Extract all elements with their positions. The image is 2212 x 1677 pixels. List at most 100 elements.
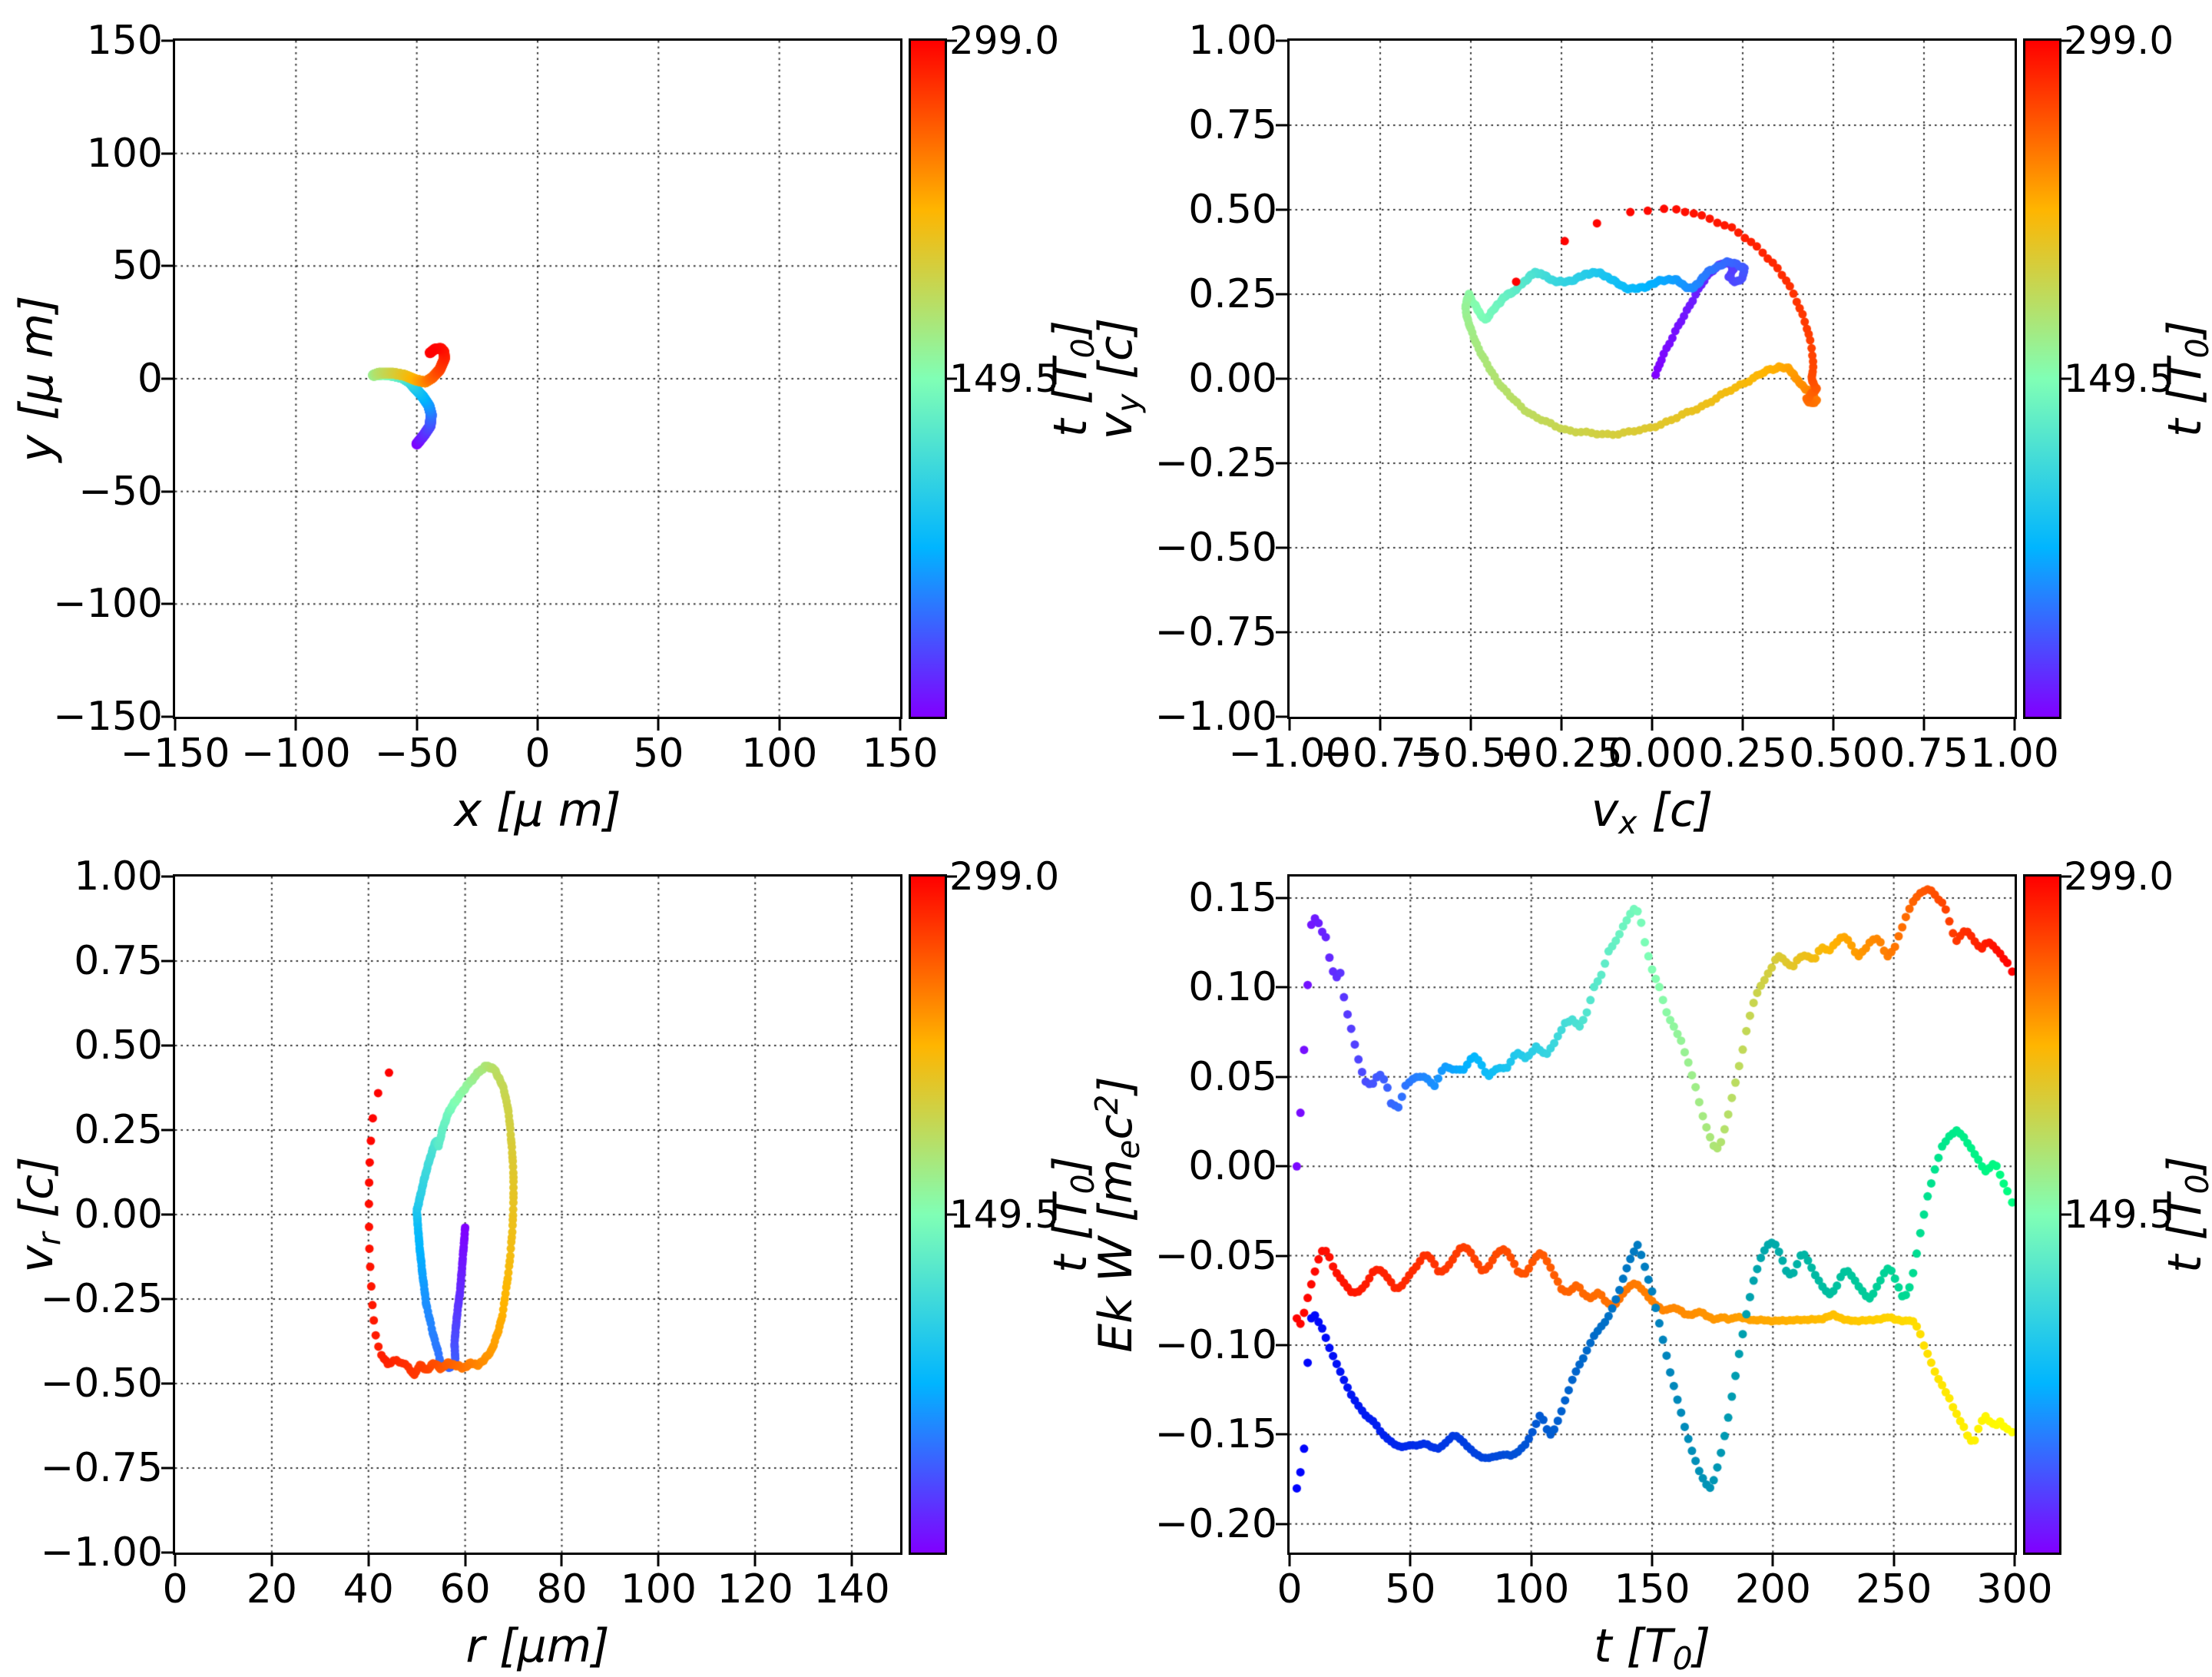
y-tick-label: 0.15 (1188, 874, 1277, 921)
x-tick-label: 20 (246, 1566, 297, 1612)
x-tick-label: 40 (343, 1566, 394, 1612)
y-tick-mark (1276, 124, 1287, 127)
x-tick-label: 100 (741, 731, 818, 777)
y-tick-mark (161, 1128, 173, 1132)
y-tick-label: 0.10 (1188, 964, 1277, 1011)
x-tick-mark (1379, 719, 1382, 731)
y-tick-label: −0.25 (40, 1276, 163, 1322)
y-tick-mark (1276, 208, 1287, 211)
y-tick-mark (161, 602, 173, 605)
panel-xy: −150 −100 −50 0 50 100 150 −150 −100 −50 0 50 100 15… (10, 21, 1101, 834)
x-tick-label: 0 (162, 1566, 188, 1612)
x-tick-mark (1922, 719, 1926, 731)
colorbar-tick-label: 149.5 (2064, 356, 2174, 401)
x-axis-label-energy: t [T0] (1593, 1619, 1711, 1677)
y-tick-mark (1276, 1254, 1287, 1258)
y-tick-mark (1276, 986, 1287, 989)
colorbar-tick-label: 149.5 (949, 356, 1060, 401)
y-tick-mark (1276, 1433, 1287, 1436)
colorbar-energy (2023, 874, 2061, 1555)
x-tick-label: 100 (620, 1566, 697, 1612)
x-axis-label-vxvy: vx [c] (1591, 784, 1714, 842)
x-tick-label: 250 (1856, 1566, 1932, 1612)
x-tick-label: 120 (717, 1566, 793, 1612)
x-tick-label: 80 (536, 1566, 588, 1612)
colorbar-tick-mark (2061, 1213, 2071, 1216)
panel-rvr: 0 20 40 60 80 100 120 140 −1.00 −0.75 −0.50 −0.25 0… (10, 857, 1101, 1669)
x-tick-label: −100 (240, 731, 351, 777)
y-tick-label: 0.00 (74, 1191, 163, 1238)
y-tick-label: −0.50 (40, 1360, 163, 1407)
y-tick-mark (1276, 39, 1287, 42)
x-tick-mark (1771, 1555, 1774, 1566)
x-tick-label: 0.25 (1698, 731, 1787, 777)
y-tick-mark (161, 1213, 173, 1216)
y-tick-label: 0.75 (1188, 102, 1277, 148)
x-tick-label: 0.75 (1879, 731, 1969, 777)
y-tick-label: 1.00 (1188, 18, 1277, 64)
x-tick-mark (536, 719, 539, 731)
x-tick-label: 0.00 (1608, 731, 1697, 777)
colorbar-tick-mark (947, 1213, 957, 1216)
y-tick-mark (1276, 377, 1287, 380)
x-axis-label-xy: x [μ m] (454, 784, 621, 837)
x-tick-mark (1409, 1555, 1412, 1566)
colorbar-tick-mark (2061, 875, 2071, 878)
plot-area-rvr (175, 877, 900, 1553)
x-tick-label: −0.75 (1319, 731, 1442, 777)
x-tick-mark (2013, 1555, 2016, 1566)
y-tick-label: 50 (111, 243, 163, 290)
y-tick-mark (161, 1551, 173, 1554)
x-tick-mark (1832, 719, 1835, 731)
plot-area-energy (1290, 877, 2015, 1553)
y-tick-label: 0.50 (74, 1022, 163, 1069)
y-tick-label: 0.75 (74, 938, 163, 984)
y-tick-label: 100 (86, 130, 163, 177)
y-tick-label: 0 (137, 356, 163, 402)
x-tick-mark (1288, 1555, 1291, 1566)
y-tick-mark (161, 264, 173, 267)
y-tick-mark (161, 1044, 173, 1047)
y-tick-mark (1276, 293, 1287, 296)
x-tick-label: 150 (1614, 1566, 1690, 1612)
plot-area-vxvy (1290, 41, 2015, 717)
y-tick-label: 150 (86, 18, 163, 64)
y-tick-mark (1276, 1523, 1287, 1526)
x-tick-mark (270, 1555, 273, 1566)
y-tick-mark (1276, 896, 1287, 900)
x-tick-mark (174, 719, 177, 731)
colorbar-gradient (2025, 41, 2059, 717)
panel-vxvy: −1.00 −0.75 −0.50 −0.25 0.00 0.25 0.50 0.75 1.00… (1089, 21, 2212, 839)
y-tick-mark (1276, 1344, 1287, 1347)
y-tick-label: 0.25 (74, 1107, 163, 1153)
y-tick-label: 0.00 (1188, 356, 1277, 402)
colorbar-gradient (911, 877, 945, 1553)
y-tick-label: −0.05 (1154, 1232, 1277, 1279)
x-tick-label: −0.25 (1500, 731, 1623, 777)
y-tick-mark (161, 959, 173, 963)
x-tick-mark (1651, 719, 1654, 731)
colorbar-tick-label: 299.0 (949, 854, 1060, 899)
x-tick-label: 100 (1493, 1566, 1570, 1612)
x-tick-label: 50 (633, 731, 684, 777)
x-tick-mark (416, 719, 419, 731)
y-tick-mark (161, 490, 173, 493)
colorbar-tick-label: 149.5 (2064, 1192, 2174, 1237)
x-tick-label: 140 (813, 1566, 890, 1612)
y-axis-label-xy: y [μ m] (10, 295, 64, 462)
y-tick-label: 1.00 (74, 853, 163, 900)
y-tick-label: 0.05 (1188, 1053, 1277, 1100)
x-tick-label: −50 (374, 731, 459, 777)
y-tick-label: −0.25 (1154, 440, 1277, 486)
x-tick-mark (657, 719, 660, 731)
y-tick-mark (161, 377, 173, 380)
x-tick-label: 0 (525, 731, 551, 777)
y-tick-label: −50 (78, 468, 163, 515)
plot-area-xy (175, 41, 900, 717)
x-tick-mark (850, 1555, 853, 1566)
y-tick-label: −0.75 (1154, 609, 1277, 655)
x-axis-label-rvr: r [μm] (465, 1619, 610, 1673)
colorbar-tick-mark (2061, 39, 2071, 42)
y-tick-label: 0.00 (1188, 1143, 1277, 1190)
